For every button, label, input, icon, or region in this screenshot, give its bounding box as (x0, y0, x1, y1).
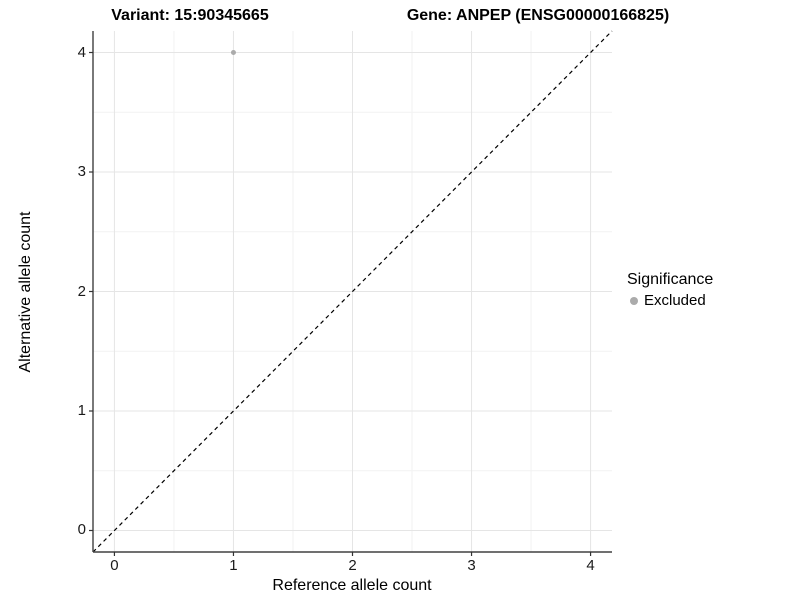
x-tick-label: 3 (467, 557, 476, 574)
legend-entry: Excluded (625, 292, 713, 309)
legend-entries: Excluded (625, 292, 713, 309)
chart-title-variant: Variant: 15:90345665 (111, 7, 269, 24)
y-tick-label: 2 (77, 282, 86, 300)
y-tick-label: 0 (77, 521, 86, 539)
y-tick-label: 3 (77, 163, 86, 180)
data-point-excluded (230, 50, 236, 56)
y-tick-label: 4 (77, 43, 86, 61)
identity-dashed-line (92, 30, 613, 553)
x-tick-label: 0 (110, 557, 119, 574)
y-axis-title: Alternative allele count (17, 211, 34, 373)
legend-marker-dot-icon (630, 296, 638, 305)
x-tick-label: 4 (586, 557, 595, 574)
chart-title-gene: Gene: ANPEP (ENSG00000166825) (406, 7, 670, 24)
legend-entry-label: Excluded (644, 292, 706, 309)
x-tick-label: 2 (348, 557, 357, 574)
legend: Significance Excluded (625, 270, 713, 309)
x-tick-label: 1 (229, 557, 238, 574)
y-tick-label: 1 (77, 401, 86, 419)
x-axis-title: Reference allele count (272, 577, 432, 594)
legend-title: Significance (627, 271, 714, 288)
